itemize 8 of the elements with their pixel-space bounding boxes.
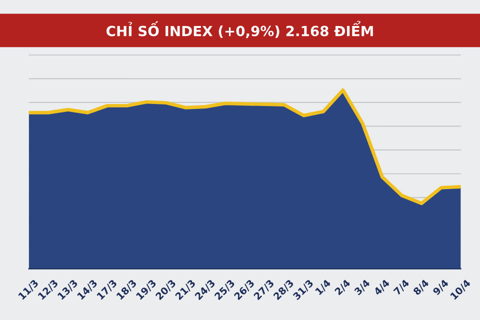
chart-title: CHỈ SỐ INDEX (+0,9%) 2.168 ĐIỂM xyxy=(106,20,373,38)
x-tick-label: 8/4 xyxy=(412,278,430,296)
x-tick-label: 2/4 xyxy=(334,278,352,296)
x-tick-label: 7/4 xyxy=(393,279,410,296)
x-tick-label: 4/4 xyxy=(373,279,391,296)
x-tick-label: 3/4 xyxy=(354,278,371,296)
x-tick-label: 9/4 xyxy=(432,278,450,296)
x-tick-label: 1/4 xyxy=(314,279,332,296)
